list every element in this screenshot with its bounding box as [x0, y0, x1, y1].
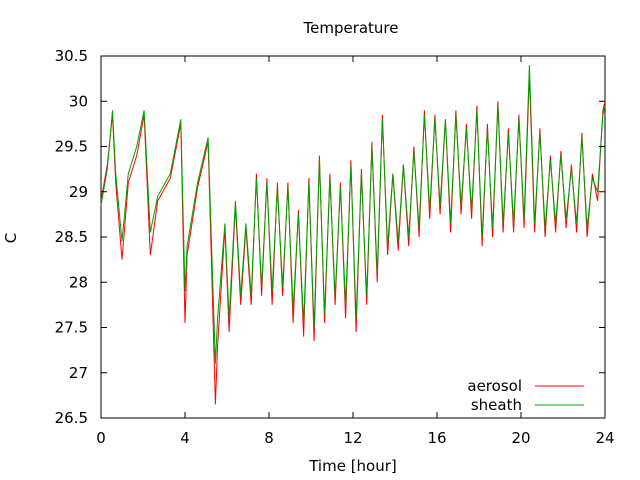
x-tick-label: 24 — [595, 429, 614, 447]
y-tick-label: 28 — [69, 273, 88, 291]
y-tick-label: 30.5 — [55, 47, 88, 65]
y-tick-label: 27 — [69, 364, 88, 382]
y-tick-label: 28.5 — [55, 228, 88, 246]
legend-label-aerosol: aerosol — [467, 377, 522, 395]
x-tick-label: 0 — [96, 429, 106, 447]
series-line-sheath — [100, 65, 606, 364]
y-tick-label: 27.5 — [55, 319, 88, 337]
y-axis-label: C — [2, 233, 20, 243]
x-tick-label: 20 — [511, 429, 530, 447]
x-tick-label: 8 — [264, 429, 274, 447]
legend: aerosol sheath — [467, 377, 584, 414]
y-tick-label: 29.5 — [55, 138, 88, 156]
chart-title: Temperature — [302, 19, 398, 37]
y-tick-label: 29 — [69, 183, 88, 201]
x-tick-label: 12 — [343, 429, 362, 447]
y-axis: 26.5 27 27.5 28 28.5 29 29.5 30 30.5 — [55, 47, 605, 427]
x-axis-label: Time [hour] — [308, 457, 397, 475]
y-tick-label: 30 — [69, 92, 88, 110]
series-group — [100, 65, 606, 405]
legend-label-sheath: sheath — [471, 396, 522, 414]
x-tick-label: 4 — [180, 429, 190, 447]
x-tick-label: 16 — [427, 429, 446, 447]
y-tick-label: 26.5 — [55, 409, 88, 427]
x-axis: 0 4 8 12 16 20 24 — [96, 56, 615, 447]
